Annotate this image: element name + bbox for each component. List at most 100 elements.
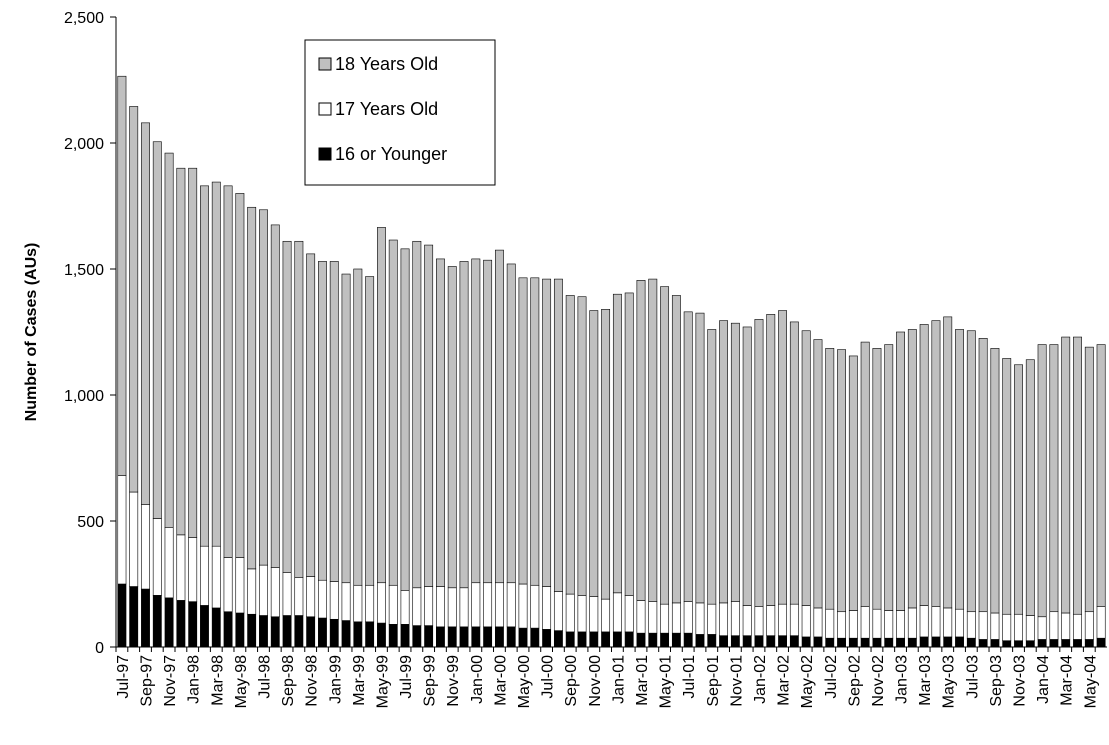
bar-segment: [1037, 616, 1047, 640]
bar-segment: [188, 537, 198, 602]
bar-segment: [247, 568, 257, 615]
bar-segment: [318, 579, 327, 619]
x-tick-label: Jan-03: [894, 655, 911, 704]
bar-segment: [1084, 346, 1094, 613]
bar-segment: [919, 636, 929, 648]
x-tick-label: Nov-00: [587, 655, 604, 707]
bar-segment: [636, 280, 646, 601]
x-tick-label: Mar-02: [776, 655, 793, 706]
bar-segment: [565, 593, 575, 633]
bar-segment: [176, 167, 186, 536]
bar-segment: [919, 324, 929, 606]
bar-segment: [412, 240, 422, 589]
bar-segment: [270, 616, 280, 648]
legend-swatch: [318, 147, 332, 161]
bar-segment: [707, 329, 717, 605]
bar-segment: [117, 75, 127, 476]
bar-segment: [259, 564, 268, 616]
x-tick-label: Jul-99: [398, 655, 415, 699]
bar-segment: [837, 637, 846, 648]
bar-segment: [860, 637, 870, 648]
bar-segment: [318, 617, 327, 648]
bar-segment: [778, 635, 787, 648]
bar-segment: [612, 631, 622, 648]
bar-segment: [943, 607, 953, 638]
bar-segment: [494, 582, 504, 628]
bar-segment: [424, 244, 434, 587]
bar-segment: [329, 261, 339, 582]
bar-segment: [766, 314, 776, 606]
bar-segment: [235, 612, 245, 648]
bar-segment: [211, 545, 221, 609]
bar-segment: [471, 582, 481, 628]
y-tick-label: 0: [95, 640, 104, 657]
bar-segment: [754, 606, 764, 636]
bar-segment: [259, 209, 268, 566]
bar-segment: [612, 293, 622, 594]
bar-segment: [943, 316, 953, 609]
bar-segment: [1014, 364, 1023, 615]
bar-segment: [742, 326, 752, 606]
legend-label: 17 Years Old: [335, 99, 438, 119]
x-tick-label: Sep-98: [280, 655, 297, 707]
bar-segment: [412, 587, 422, 626]
x-tick-label: Mar-98: [209, 655, 226, 706]
bar-segment: [176, 534, 186, 601]
bar-segment: [553, 591, 563, 631]
bar-segment: [683, 311, 693, 602]
x-tick-label: Jan-00: [469, 655, 486, 704]
bar-segment: [955, 636, 964, 648]
bar-segment: [424, 586, 434, 626]
legend-label: 16 or Younger: [335, 144, 447, 164]
bar-segment: [907, 607, 917, 639]
bar-segment: [530, 584, 540, 629]
bar-segment: [294, 615, 304, 648]
bar-segment: [884, 344, 894, 611]
bar-segment: [872, 637, 882, 648]
x-tick-label: May-04: [1082, 655, 1099, 708]
bar-segment: [624, 631, 634, 648]
x-tick-label: Sep-00: [563, 655, 580, 707]
bar-segment: [282, 572, 292, 616]
bar-segment: [1002, 613, 1012, 641]
bar-segment: [648, 278, 658, 602]
x-tick-label: Nov-99: [445, 655, 462, 707]
x-tick-label: Jan-99: [327, 655, 344, 704]
x-tick-label: Mar-00: [492, 655, 509, 706]
bar-segment: [141, 588, 150, 648]
bar-segment: [978, 611, 988, 640]
bar-segment: [848, 610, 858, 639]
x-tick-label: Nov-01: [728, 655, 745, 707]
bar-segment: [235, 193, 245, 558]
x-tick-label: Mar-03: [917, 655, 934, 706]
bar-segment: [530, 277, 540, 586]
bar-segment: [990, 639, 1000, 648]
x-tick-label: May-00: [516, 655, 533, 708]
bar-segment: [577, 631, 587, 648]
bar-segment: [601, 631, 611, 648]
bar-segment: [164, 597, 174, 648]
y-tick-label: 500: [77, 514, 104, 531]
bar-segment: [129, 491, 139, 587]
bar-segment: [270, 224, 280, 568]
bar-segment: [436, 626, 445, 648]
bar-segment: [848, 637, 858, 648]
bar-segment: [542, 629, 552, 648]
bar-segment: [695, 602, 705, 635]
bar-segment: [730, 601, 740, 636]
x-tick-label: Mar-04: [1059, 655, 1076, 706]
bar-segment: [1002, 358, 1012, 615]
bar-segment: [223, 185, 233, 558]
bar-segment: [129, 586, 139, 648]
bar-segment: [1049, 611, 1059, 640]
bar-segment: [660, 603, 670, 634]
bar-segment: [1084, 639, 1094, 648]
bar-segment: [483, 259, 493, 584]
bar-segment: [1096, 606, 1106, 639]
bar-segment: [742, 605, 752, 636]
bar-segment: [164, 152, 174, 528]
bar-segment: [966, 611, 976, 639]
bar-segment: [459, 587, 469, 628]
bar-segment: [589, 631, 599, 648]
bar-segment: [400, 624, 410, 648]
